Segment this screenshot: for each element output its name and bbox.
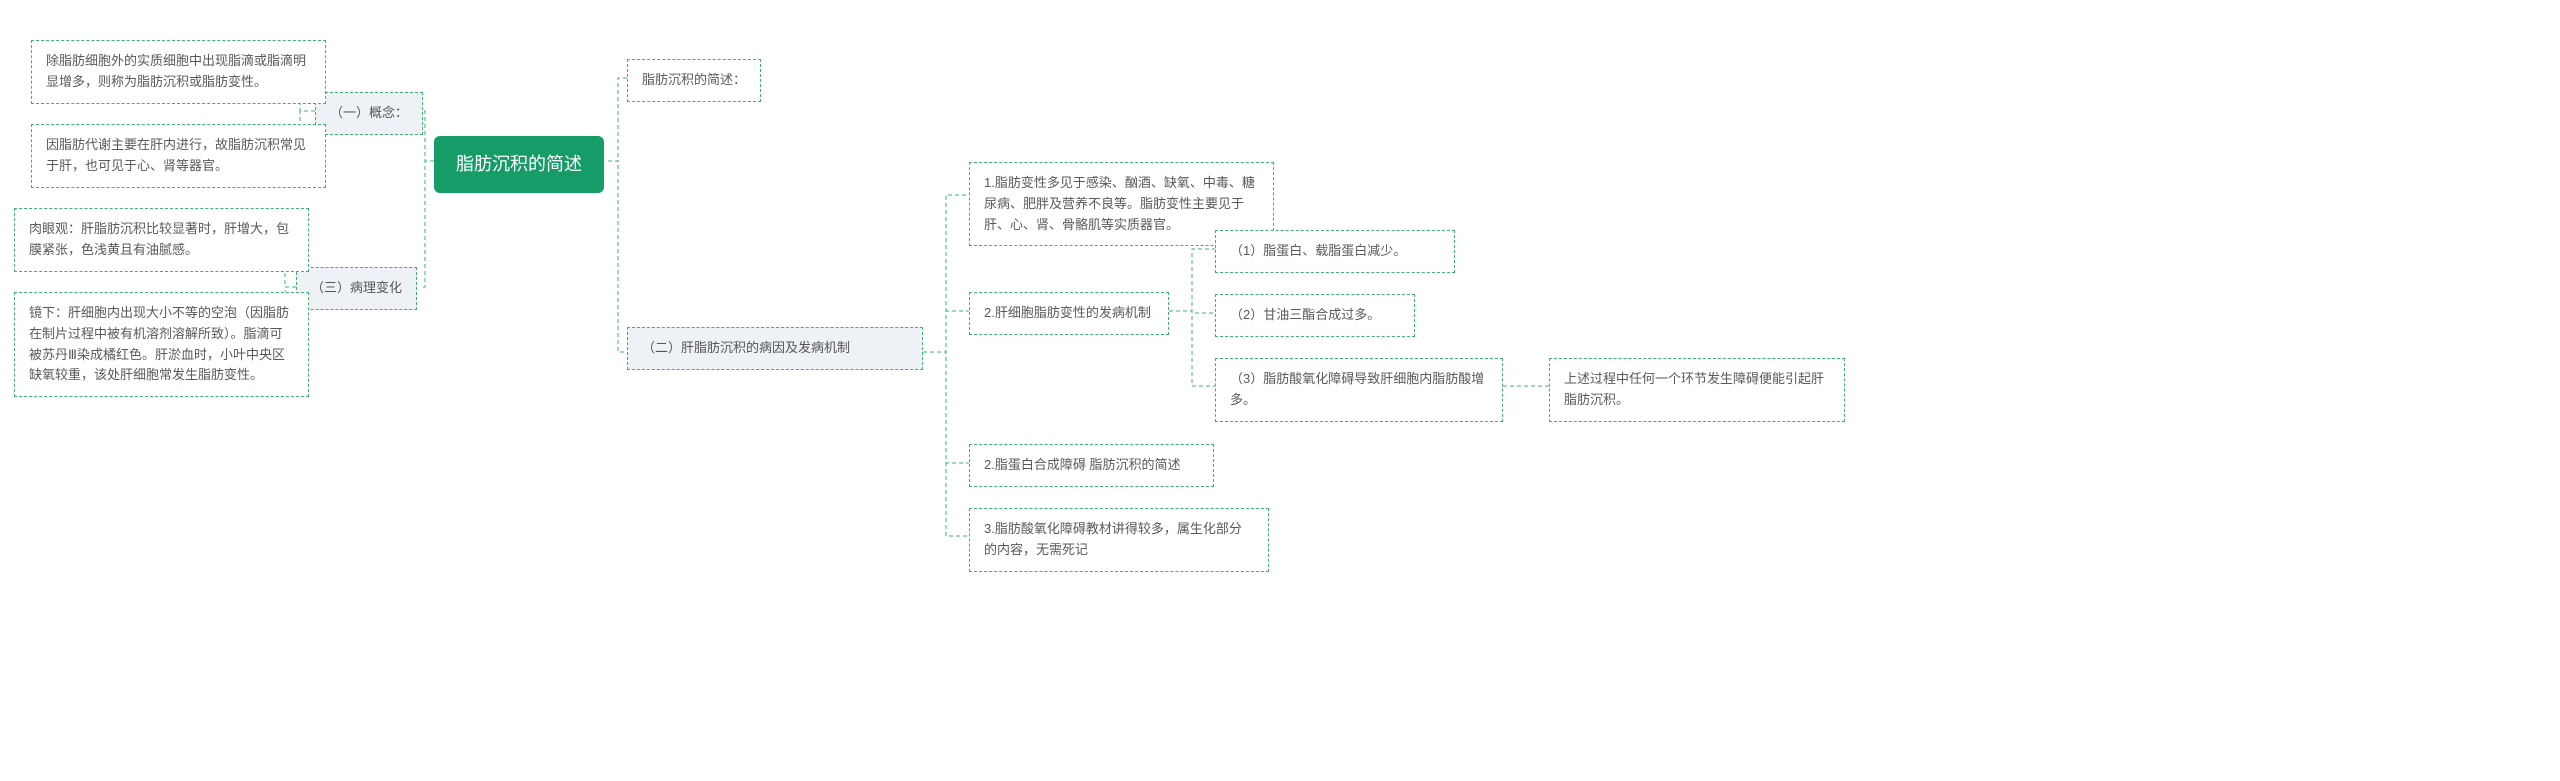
sec2-b2-i1-text: （2）甘油三酯合成过多。 [1230, 307, 1380, 322]
sec2-b3-text: 2.脂蛋白合成障碍 脂肪沉积的简述 [984, 457, 1180, 472]
node-sec2-b2-i2[interactable]: （3）脂肪酸氧化障碍导致肝细胞内脂肪酸增多。 [1215, 358, 1503, 422]
sec3-i1-text: 镜下：肝细胞内出现大小不等的空泡（因脂肪在制片过程中被有机溶剂溶解所致）。脂滴可… [29, 305, 289, 382]
root-node[interactable]: 脂肪沉积的简述 [434, 136, 604, 193]
sec2-label: （二）肝脂肪沉积的病因及发病机制 [642, 340, 850, 355]
node-sec2[interactable]: （二）肝脂肪沉积的病因及发病机制 [627, 327, 923, 370]
sec2-b2-extra-text: 上述过程中任何一个环节发生障碍便能引起肝脂肪沉积。 [1564, 371, 1824, 407]
sec2-b1-text: 1.脂肪变性多见于感染、酗酒、缺氧、中毒、糖尿病、肥胖及营养不良等。脂肪变性主要… [984, 175, 1255, 232]
node-sec1-i0[interactable]: 除脂肪细胞外的实质细胞中出现脂滴或脂滴明显增多，则称为脂肪沉积或脂肪变性。 [31, 40, 326, 104]
node-sec2-b2-i1[interactable]: （2）甘油三酯合成过多。 [1215, 294, 1415, 337]
node-sec3-i1[interactable]: 镜下：肝细胞内出现大小不等的空泡（因脂肪在制片过程中被有机溶剂溶解所致）。脂滴可… [14, 292, 309, 397]
sec1-label: （一）概念： [330, 105, 408, 120]
sec2-b2-i0-text: （1）脂蛋白、载脂蛋白减少。 [1230, 243, 1406, 258]
sec1-i0-text: 除脂肪细胞外的实质细胞中出现脂滴或脂滴明显增多，则称为脂肪沉积或脂肪变性。 [46, 53, 306, 89]
sec3-i0-text: 肉眼观：肝脂肪沉积比较显著时，肝增大，包膜紧张，色浅黄且有油腻感。 [29, 221, 289, 257]
node-sec2-b2[interactable]: 2.肝细胞脂肪变性的发病机制 [969, 292, 1169, 335]
node-sec1[interactable]: （一）概念： [315, 92, 423, 135]
node-sec2-b3[interactable]: 2.脂蛋白合成障碍 脂肪沉积的简述 [969, 444, 1214, 487]
node-sec2-b4[interactable]: 3.脂肪酸氧化障碍教材讲得较多，属生化部分的内容，无需死记 [969, 508, 1269, 572]
node-sec2-b2-i0[interactable]: （1）脂蛋白、载脂蛋白减少。 [1215, 230, 1455, 273]
sec0-label: 脂肪沉积的简述： [642, 72, 746, 87]
node-sec3[interactable]: （三）病理变化 [296, 267, 417, 310]
root-label: 脂肪沉积的简述 [456, 154, 582, 174]
node-sec1-i1[interactable]: 因脂肪代谢主要在肝内进行，故脂肪沉积常见于肝，也可见于心、肾等器官。 [31, 124, 326, 188]
sec2-b4-text: 3.脂肪酸氧化障碍教材讲得较多，属生化部分的内容，无需死记 [984, 521, 1242, 557]
sec1-i1-text: 因脂肪代谢主要在肝内进行，故脂肪沉积常见于肝，也可见于心、肾等器官。 [46, 137, 306, 173]
node-sec3-i0[interactable]: 肉眼观：肝脂肪沉积比较显著时，肝增大，包膜紧张，色浅黄且有油腻感。 [14, 208, 309, 272]
node-sec0[interactable]: 脂肪沉积的简述： [627, 59, 761, 102]
sec2-b2-i2-text: （3）脂肪酸氧化障碍导致肝细胞内脂肪酸增多。 [1230, 371, 1484, 407]
sec2-b2-text: 2.肝细胞脂肪变性的发病机制 [984, 305, 1151, 320]
sec3-label: （三）病理变化 [311, 280, 402, 295]
node-sec2-b2-extra[interactable]: 上述过程中任何一个环节发生障碍便能引起肝脂肪沉积。 [1549, 358, 1845, 422]
